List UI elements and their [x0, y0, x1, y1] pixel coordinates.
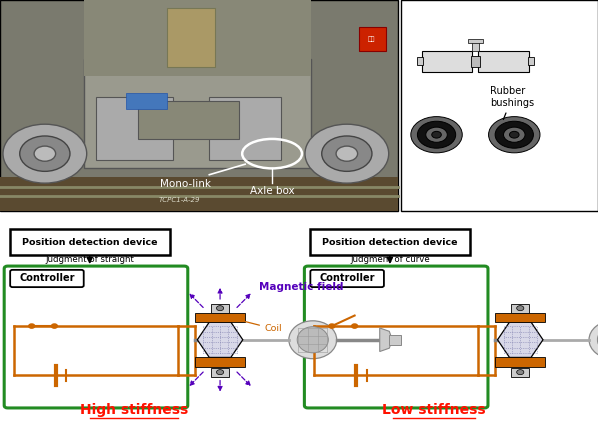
- Bar: [389, 335, 401, 345]
- Text: Mono-link: Mono-link: [160, 179, 211, 189]
- Polygon shape: [498, 322, 543, 357]
- Circle shape: [3, 124, 87, 183]
- Bar: [528, 57, 534, 65]
- Text: Axle box: Axle box: [250, 186, 294, 196]
- Text: Controller: Controller: [19, 274, 75, 283]
- Text: Position detection device: Position detection device: [322, 237, 457, 247]
- Bar: [471, 56, 480, 67]
- Bar: [401, 0, 598, 210]
- Bar: [84, 0, 311, 76]
- Bar: [0, 0, 398, 210]
- Bar: [495, 357, 545, 367]
- Circle shape: [504, 127, 525, 142]
- FancyBboxPatch shape: [10, 270, 84, 287]
- Bar: [511, 368, 529, 377]
- Bar: [195, 313, 245, 322]
- Bar: [495, 313, 545, 322]
- Circle shape: [517, 370, 524, 375]
- Circle shape: [305, 124, 389, 183]
- Bar: [472, 42, 479, 51]
- Circle shape: [411, 117, 462, 153]
- Bar: [209, 97, 281, 160]
- Text: Judgment of straight: Judgment of straight: [45, 255, 134, 264]
- Circle shape: [489, 117, 540, 153]
- Bar: [211, 304, 229, 313]
- Bar: [84, 59, 311, 168]
- Circle shape: [352, 324, 358, 328]
- Circle shape: [426, 127, 447, 142]
- Circle shape: [216, 370, 224, 375]
- Polygon shape: [380, 328, 392, 352]
- Bar: [511, 304, 529, 313]
- Bar: [195, 357, 245, 367]
- Ellipse shape: [297, 327, 328, 353]
- Text: High stiffness: High stiffness: [80, 403, 188, 417]
- FancyBboxPatch shape: [4, 266, 188, 408]
- Ellipse shape: [589, 321, 598, 359]
- Bar: [0, 177, 398, 210]
- Bar: [359, 27, 386, 51]
- Circle shape: [20, 136, 70, 171]
- FancyBboxPatch shape: [10, 229, 170, 255]
- Ellipse shape: [289, 321, 337, 359]
- Text: Judgment of curve: Judgment of curve: [350, 255, 430, 264]
- Circle shape: [432, 131, 441, 138]
- Circle shape: [322, 136, 372, 171]
- Bar: [96, 97, 173, 160]
- FancyBboxPatch shape: [304, 266, 488, 408]
- Circle shape: [495, 121, 533, 148]
- Circle shape: [29, 324, 35, 328]
- Circle shape: [34, 146, 56, 161]
- Bar: [417, 57, 423, 65]
- Text: Coil: Coil: [232, 318, 282, 333]
- Text: Magnetic field: Magnetic field: [259, 282, 343, 292]
- Text: Rubber
bushings: Rubber bushings: [490, 86, 535, 120]
- Polygon shape: [197, 322, 243, 357]
- FancyBboxPatch shape: [310, 270, 384, 287]
- Circle shape: [51, 324, 57, 328]
- Bar: [167, 8, 215, 67]
- Bar: [211, 368, 229, 377]
- Bar: [478, 51, 529, 72]
- Text: 火危: 火危: [368, 36, 376, 42]
- Text: Controller: Controller: [319, 274, 375, 283]
- Circle shape: [517, 306, 524, 311]
- Bar: [422, 51, 472, 72]
- Text: Position detection device: Position detection device: [22, 237, 157, 247]
- Circle shape: [216, 306, 224, 311]
- Bar: [126, 93, 167, 109]
- Circle shape: [417, 121, 456, 148]
- Text: TCPC1-A-29: TCPC1-A-29: [158, 197, 200, 203]
- Circle shape: [329, 324, 335, 328]
- Bar: [468, 39, 483, 43]
- FancyBboxPatch shape: [310, 229, 470, 255]
- Bar: [138, 101, 239, 139]
- Text: Low stiffness: Low stiffness: [383, 403, 486, 417]
- Circle shape: [509, 131, 519, 138]
- Circle shape: [336, 146, 358, 161]
